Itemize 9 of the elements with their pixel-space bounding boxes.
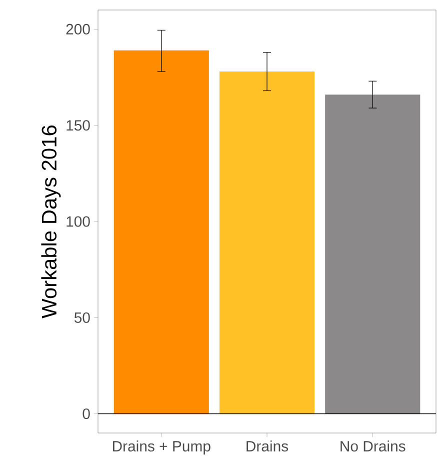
y-tick-label: 150 [66, 120, 90, 131]
x-tick-label: No Drains [340, 440, 406, 452]
x-tick-label: Drains + Pump [112, 440, 210, 454]
y-axis-title: Workable Days 2016 [41, 126, 61, 318]
y-tick-label: 100 [66, 216, 90, 227]
y-tick-label: 0 [82, 408, 90, 420]
y-tick-label: 50 [74, 312, 90, 323]
x-tick-label: Drains [246, 440, 288, 452]
y-tick-label: 200 [66, 24, 90, 35]
